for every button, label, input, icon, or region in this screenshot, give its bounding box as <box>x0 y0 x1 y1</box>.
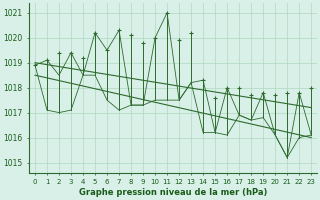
X-axis label: Graphe pression niveau de la mer (hPa): Graphe pression niveau de la mer (hPa) <box>79 188 267 197</box>
